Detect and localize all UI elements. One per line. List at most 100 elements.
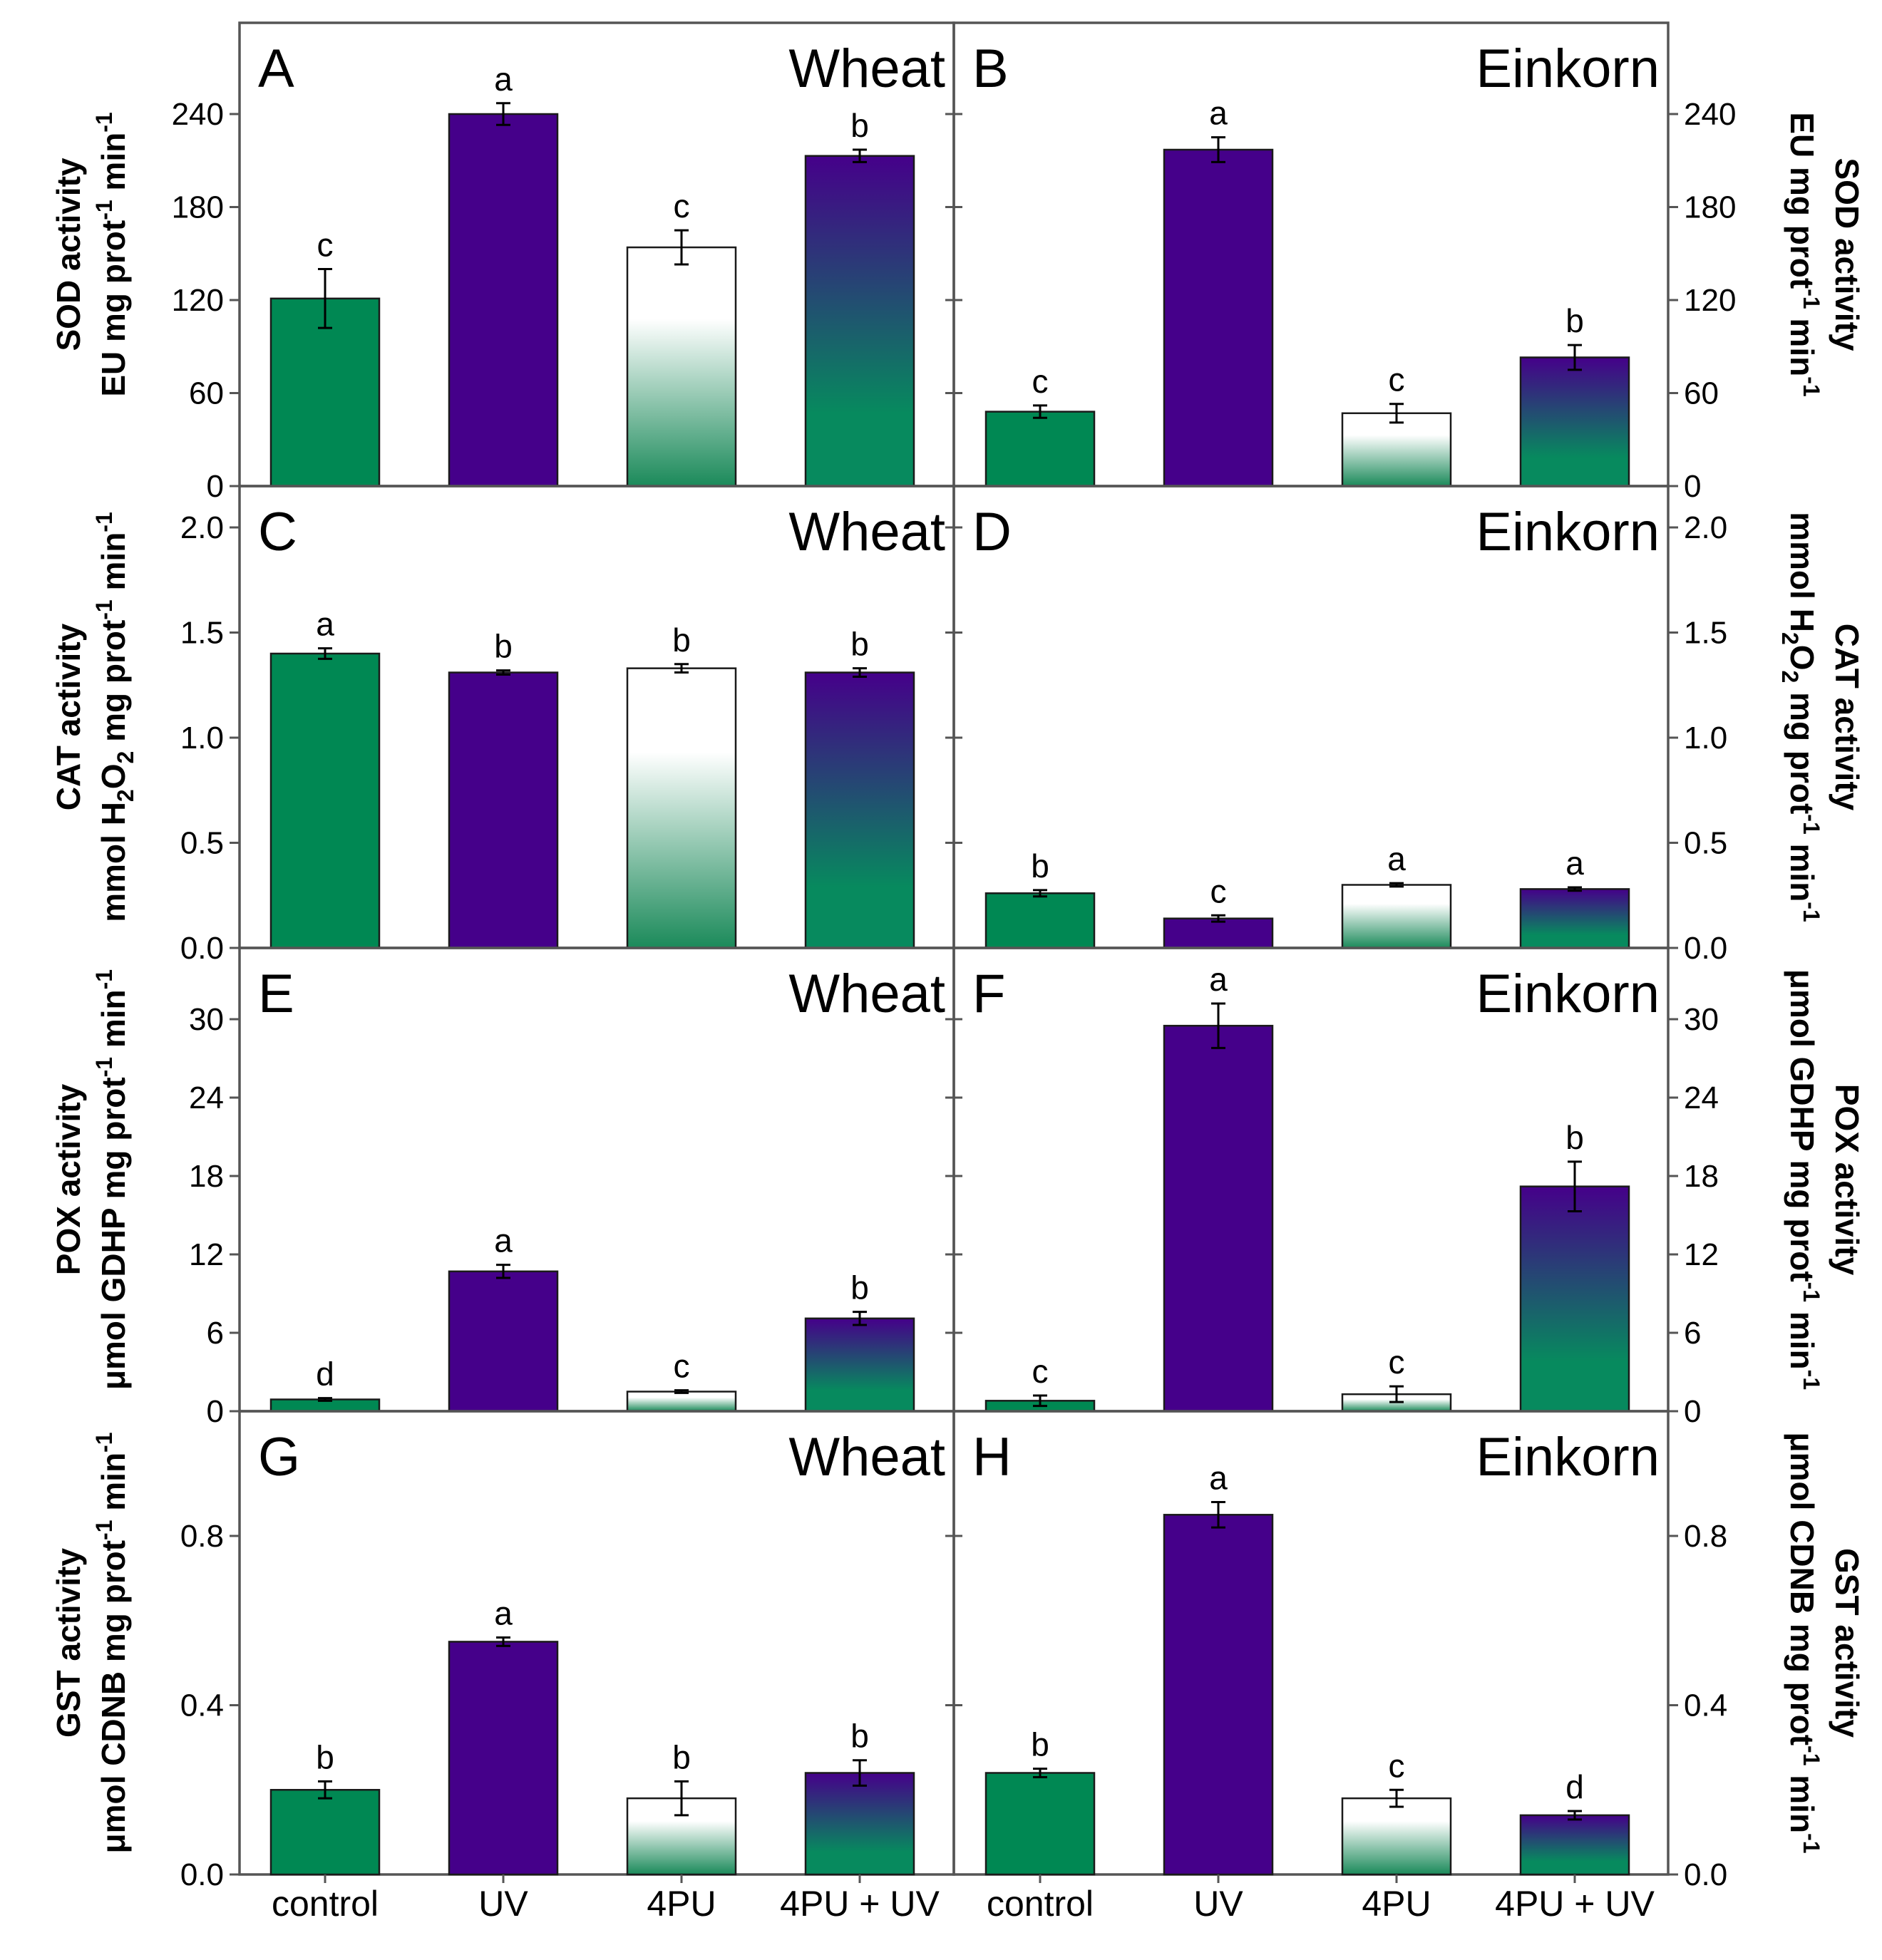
panel-label-d: D: [972, 502, 1012, 562]
panel-label-b: B: [972, 38, 1009, 99]
y-tick-label-right: 0.0: [1684, 931, 1727, 966]
significance-letter: c: [1389, 1343, 1405, 1381]
x-category-label: 4PU + UV: [1495, 1884, 1655, 1924]
y-tick-label-left: 18: [189, 1159, 224, 1194]
significance-letter: b: [494, 628, 513, 665]
y-tick-label-left: 240: [172, 97, 224, 132]
y-tick-label-left: 0.0: [180, 931, 224, 966]
significance-letter: b: [850, 107, 869, 144]
significance-letter: c: [1389, 1747, 1405, 1784]
ylabel-title: GST activity: [50, 1548, 87, 1738]
bar-control: [984, 1772, 1096, 1876]
y-tick-label-left: 12: [189, 1237, 224, 1272]
significance-letter: b: [316, 1738, 334, 1775]
significance-letter: b: [1031, 1726, 1049, 1763]
significance-letter: b: [1031, 847, 1049, 884]
y-tick-label-right: 120: [1684, 283, 1736, 318]
significance-letter: c: [1032, 363, 1049, 400]
significance-letter: a: [1387, 840, 1406, 877]
significance-letter: c: [1389, 361, 1405, 398]
ylabel-title: SOD activity: [50, 158, 87, 351]
y-tick-label-left: 0.5: [180, 826, 224, 861]
species-label: Wheat: [788, 964, 945, 1024]
bar-4puuv: [1519, 1185, 1630, 1413]
bar-4pu: [1341, 1797, 1452, 1876]
significance-letter: a: [494, 1595, 513, 1632]
ylabel-title: POX activity: [1829, 1084, 1866, 1276]
significance-letter: b: [850, 1718, 869, 1755]
bar-uv: [1163, 1514, 1274, 1876]
y-tick-label-left: 0.0: [180, 1857, 224, 1892]
significance-letter: b: [672, 1738, 691, 1775]
y-tick-label-left: 0: [207, 1394, 224, 1429]
y-tick-label-right: 180: [1684, 190, 1736, 225]
y-tick-label-left: 1.0: [180, 721, 224, 755]
ylabel-units: μmol CDNB mg prot-1 min-1: [1784, 1432, 1824, 1853]
bar-control: [984, 892, 1096, 949]
y-tick-label-right: 0.5: [1684, 826, 1727, 861]
y-tick-label-left: 0.4: [180, 1688, 224, 1723]
panel-frame-h: [952, 1410, 1670, 1876]
y-tick-label-right: 24: [1684, 1080, 1719, 1115]
panel-label-e: E: [258, 964, 294, 1024]
bar-control: [269, 1789, 381, 1876]
y-tick-label-left: 0: [207, 469, 224, 504]
y-tick-label-left: 60: [189, 376, 224, 411]
significance-letter: c: [317, 227, 334, 264]
ylabel-title: GST activity: [1829, 1548, 1866, 1738]
y-tick-label-right: 60: [1684, 376, 1719, 411]
y-tick-label-right: 1.0: [1684, 721, 1727, 755]
bar-control: [269, 297, 381, 488]
significance-letter: c: [1210, 872, 1227, 909]
species-label: Einkorn: [1476, 38, 1660, 99]
y-tick-label-right: 18: [1684, 1159, 1719, 1194]
bar-control: [269, 652, 381, 949]
significance-letter: d: [1565, 1768, 1584, 1805]
y-tick-label-left: 1.5: [180, 616, 224, 651]
species-label: Wheat: [788, 1427, 945, 1487]
species-label: Wheat: [788, 38, 945, 99]
bar-4puuv: [1519, 1814, 1630, 1876]
species-label: Einkorn: [1476, 964, 1660, 1024]
y-tick-label-right: 30: [1684, 1002, 1719, 1037]
panel-label-f: F: [972, 964, 1005, 1024]
significance-letter: a: [1209, 1460, 1228, 1497]
significance-letter: a: [1209, 95, 1228, 132]
panel-label-h: H: [972, 1427, 1012, 1487]
bar-uv: [1163, 917, 1274, 949]
bar-uv: [448, 113, 559, 488]
significance-letter: b: [672, 621, 691, 659]
significance-letter: c: [674, 187, 690, 225]
panel-label-g: G: [258, 1427, 300, 1487]
significance-letter: b: [1565, 1119, 1584, 1156]
significance-letter: b: [1565, 302, 1584, 339]
x-category-label: control: [987, 1884, 1094, 1924]
bar-uv: [448, 671, 559, 949]
y-tick-label-left: 0.8: [180, 1519, 224, 1554]
ylabel-title: CAT activity: [1829, 624, 1866, 811]
x-category-label: 4PU: [647, 1884, 716, 1924]
y-tick-label-left: 180: [172, 190, 224, 225]
y-tick-label-right: 0.8: [1684, 1519, 1727, 1554]
ylabel-title: SOD activity: [1829, 158, 1866, 351]
x-category-label: 4PU + UV: [780, 1884, 940, 1924]
bar-4pu: [626, 246, 737, 488]
bar-uv: [1163, 148, 1274, 488]
y-tick-label-left: 24: [189, 1080, 224, 1115]
species-label: Wheat: [788, 502, 945, 562]
y-tick-label-right: 0: [1684, 469, 1701, 504]
bar-uv: [448, 1270, 559, 1413]
significance-letter: d: [316, 1356, 334, 1393]
ylabel-units: EU mg prot-1 min-1: [1784, 112, 1824, 396]
significance-letter: c: [1032, 1353, 1049, 1390]
significance-letter: a: [494, 61, 513, 98]
bar-4puuv: [804, 671, 915, 949]
significance-letter: a: [1209, 961, 1228, 998]
bar-4pu: [626, 667, 737, 949]
